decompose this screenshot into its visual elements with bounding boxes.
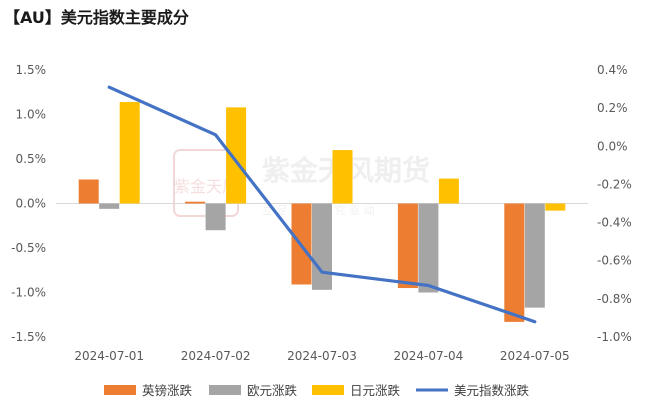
legend-label: 日元涨跌 bbox=[350, 383, 401, 398]
bar-gbp bbox=[185, 201, 206, 204]
bar-gbp bbox=[397, 203, 418, 289]
legend-label: 英镑涨跌 bbox=[142, 383, 193, 398]
bar-eur bbox=[524, 203, 545, 308]
x-tick-label: 2024-07-03 bbox=[287, 349, 357, 363]
watermark-seal-text: 紫金天风 bbox=[174, 177, 238, 196]
bar-series bbox=[78, 102, 566, 322]
y-right-tick-label: 0.0% bbox=[597, 139, 628, 153]
legend-swatch bbox=[312, 385, 344, 395]
chart-title: 【AU】美元指数主要成分 bbox=[4, 8, 189, 27]
y-left-tick-label: 0.5% bbox=[16, 152, 47, 166]
bar-eur bbox=[418, 203, 439, 293]
bar-jpy bbox=[226, 107, 247, 204]
y-left-tick-label: 1.5% bbox=[16, 63, 47, 77]
y-left-tick-label: 1.0% bbox=[16, 108, 47, 122]
y-right-tick-label: -0.8% bbox=[597, 292, 632, 306]
legend: 英镑涨跌 欧元涨跌 日元涨跌 美元指数涨跌 bbox=[104, 383, 530, 398]
bar-jpy bbox=[545, 203, 566, 211]
bar-eur bbox=[99, 203, 120, 209]
bar-jpy bbox=[119, 102, 140, 204]
legend-swatch bbox=[209, 385, 241, 395]
bar-gbp bbox=[78, 179, 99, 204]
y-right-tick-label: 0.2% bbox=[597, 101, 628, 115]
legend-label: 欧元涨跌 bbox=[247, 383, 298, 398]
line-series bbox=[107, 85, 537, 324]
y-axis-right: 0.4% 0.2% 0.0% -0.2% -0.4% -0.6% -0.8% -1.0% bbox=[597, 63, 632, 344]
bar-jpy bbox=[332, 150, 353, 204]
y-axis-left: 1.5% 1.0% 0.5% 0.0% -0.5% -1.0% -1.5% bbox=[11, 63, 46, 344]
x-tick-label: 2024-07-05 bbox=[500, 349, 570, 363]
x-tick-label: 2024-07-02 bbox=[181, 349, 251, 363]
dxy-line bbox=[107, 85, 537, 324]
y-right-tick-label: 0.4% bbox=[597, 63, 628, 77]
y-left-tick-label: -1.5% bbox=[11, 330, 46, 344]
y-left-tick-label: 0.0% bbox=[16, 197, 47, 211]
x-tick-label: 2024-07-04 bbox=[394, 349, 464, 363]
y-left-tick-label: -0.5% bbox=[11, 241, 46, 255]
x-tick-label: 2024-07-01 bbox=[74, 349, 144, 363]
legend-swatch bbox=[104, 385, 136, 395]
x-axis: 2024-07-01 2024-07-02 2024-07-03 2024-07-04… bbox=[74, 349, 569, 363]
bar-gbp bbox=[504, 203, 525, 322]
y-left-tick-label: -1.0% bbox=[11, 286, 46, 300]
legend-label: 美元指数涨跌 bbox=[454, 383, 530, 398]
y-right-tick-label: -1.0% bbox=[597, 330, 632, 344]
bar-jpy bbox=[438, 178, 459, 204]
y-right-tick-label: -0.6% bbox=[597, 254, 632, 268]
bar-eur bbox=[312, 203, 332, 290]
y-right-tick-label: -0.2% bbox=[597, 177, 632, 191]
bar-eur bbox=[205, 203, 226, 231]
y-right-tick-label: -0.4% bbox=[597, 216, 632, 230]
